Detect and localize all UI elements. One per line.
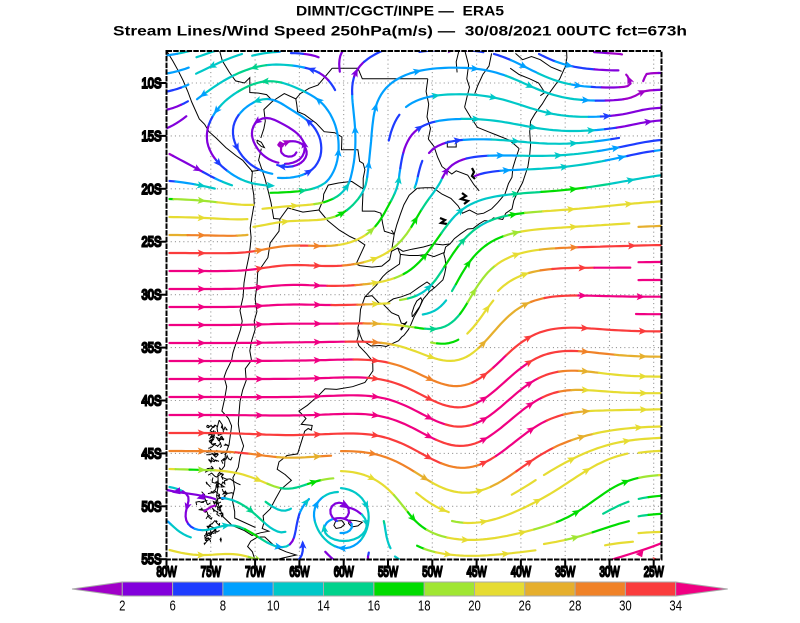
svg-text:55W: 55W bbox=[378, 564, 399, 581]
svg-text:40S: 40S bbox=[142, 393, 162, 410]
svg-text:50W: 50W bbox=[422, 564, 443, 581]
svg-text:35W: 35W bbox=[555, 564, 576, 581]
svg-text:20: 20 bbox=[468, 598, 481, 615]
svg-text:25W: 25W bbox=[644, 564, 665, 581]
svg-text:30S: 30S bbox=[142, 287, 162, 304]
svg-text:45W: 45W bbox=[467, 564, 488, 581]
svg-text:18: 18 bbox=[418, 598, 431, 615]
svg-text:55S: 55S bbox=[142, 551, 162, 568]
svg-text:60W: 60W bbox=[334, 564, 355, 581]
svg-text:10S: 10S bbox=[142, 75, 162, 92]
svg-text:26: 26 bbox=[519, 598, 532, 615]
svg-text:16: 16 bbox=[368, 598, 381, 615]
svg-text:30W: 30W bbox=[600, 564, 621, 581]
svg-text:45S: 45S bbox=[142, 445, 162, 462]
svg-text:10: 10 bbox=[267, 598, 280, 615]
svg-text:80W: 80W bbox=[157, 564, 178, 581]
svg-text:25S: 25S bbox=[142, 234, 162, 251]
svg-text:6: 6 bbox=[169, 598, 175, 615]
svg-text:15S: 15S bbox=[142, 128, 162, 145]
svg-text:DIMNT/CGCT/INPE — ERA5: DIMNT/CGCT/INPE — ERA5 bbox=[296, 3, 504, 19]
svg-text:75W: 75W bbox=[201, 564, 222, 581]
svg-text:65W: 65W bbox=[289, 564, 310, 581]
svg-text:70W: 70W bbox=[245, 564, 266, 581]
svg-text:30: 30 bbox=[619, 598, 632, 615]
svg-text:14: 14 bbox=[317, 598, 330, 615]
svg-text:28: 28 bbox=[569, 598, 582, 615]
svg-text:8: 8 bbox=[220, 598, 226, 615]
svg-text:50S: 50S bbox=[142, 498, 162, 515]
svg-text:35S: 35S bbox=[142, 340, 162, 357]
svg-text:20S: 20S bbox=[142, 181, 162, 198]
svg-text:2: 2 bbox=[119, 598, 125, 615]
svg-text:34: 34 bbox=[669, 598, 682, 615]
svg-text:Stream Lines/Wind Speed 250hPa: Stream Lines/Wind Speed 250hPa(m/s) — 30… bbox=[113, 23, 687, 39]
svg-text:40W: 40W bbox=[511, 564, 532, 581]
